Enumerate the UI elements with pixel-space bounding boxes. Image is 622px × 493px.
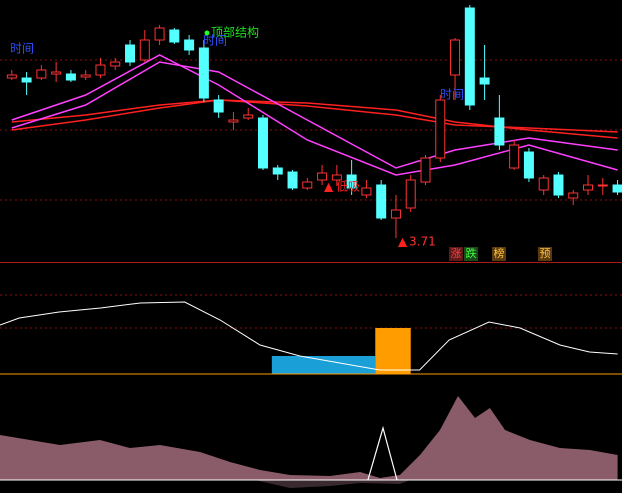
annotation-marker: ▲: [324, 180, 334, 194]
candle-body: [228, 119, 239, 123]
candle-body: [110, 61, 121, 67]
candle-body: [583, 184, 594, 191]
annotation: 时间: [440, 88, 464, 102]
candle-body: [420, 157, 431, 183]
candle-body: [361, 187, 372, 196]
annotation: 时间: [10, 42, 34, 56]
spike-line: [367, 425, 398, 481]
dip-area: [255, 480, 410, 488]
candle-body: [21, 77, 32, 83]
candle-body: [405, 179, 416, 209]
candle-body: [464, 7, 475, 106]
candle-body: [198, 47, 209, 99]
candle-body: [509, 144, 520, 169]
candle-body: [257, 117, 268, 169]
button[interactable]: 预: [540, 247, 551, 260]
candle-body: [213, 99, 224, 113]
candle-body: [523, 151, 534, 179]
candle-body: [494, 117, 505, 146]
candle-body: [65, 73, 76, 81]
button-bg[interactable]: [538, 247, 552, 261]
candle-body: [331, 174, 342, 181]
candle-body: [243, 114, 254, 119]
candle-body: [346, 174, 357, 189]
candle-body: [154, 27, 165, 41]
candle-body: [51, 71, 62, 75]
candle-body: [450, 39, 461, 76]
candle-body: [597, 184, 608, 187]
candle-body: [36, 69, 47, 79]
button-bg[interactable]: [464, 247, 478, 261]
area: [0, 396, 618, 480]
candle-body: [376, 184, 387, 219]
candle-body: [169, 29, 180, 43]
candle-body: [302, 181, 313, 189]
candle-body: [390, 209, 401, 219]
button[interactable]: 涨: [451, 247, 462, 260]
candle-body: [612, 184, 622, 193]
marks: [0, 5, 622, 488]
candle-body: [272, 167, 283, 175]
candle-body: [184, 39, 195, 51]
candle-body: [553, 174, 564, 196]
moving-average: [11, 54, 618, 176]
candle-body: [479, 77, 490, 85]
low-label: 3.71: [409, 235, 436, 249]
annotation: 时间: [203, 34, 227, 48]
button-bg[interactable]: [449, 247, 463, 261]
button[interactable]: 榜: [494, 246, 505, 260]
button-bg[interactable]: [492, 247, 506, 261]
candle-body: [125, 44, 136, 63]
annotation-dot: [204, 30, 210, 36]
annotation: 顶部结构: [211, 25, 259, 40]
candle-body: [80, 74, 91, 78]
candle-body: [538, 177, 549, 191]
candle-body: [95, 64, 106, 76]
bar: [271, 356, 376, 374]
candle-body: [287, 171, 298, 189]
bar: [375, 328, 411, 374]
candle-body: [139, 39, 150, 61]
candle-body: [435, 99, 446, 159]
annotation: 低吸: [336, 180, 360, 194]
button[interactable]: 跌: [466, 246, 477, 260]
candle-body: [317, 172, 328, 181]
candle-body: [6, 74, 17, 79]
indicator-line: [0, 301, 618, 371]
candle-body: [568, 192, 579, 199]
low-marker: ▲: [398, 235, 408, 249]
